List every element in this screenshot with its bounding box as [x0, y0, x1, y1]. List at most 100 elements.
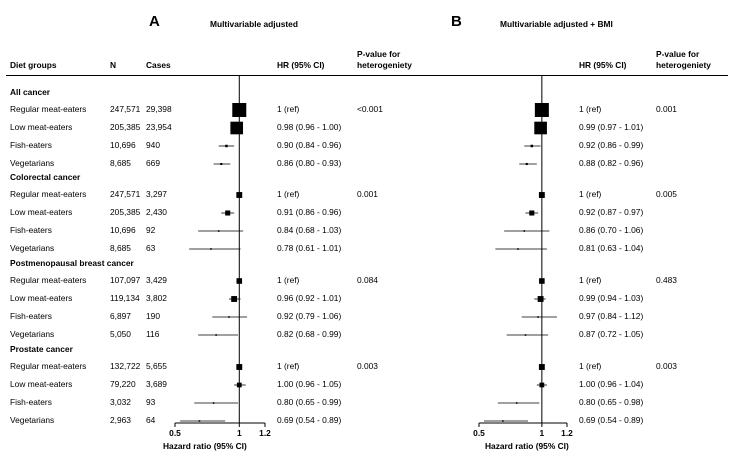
cases-value: 64	[146, 415, 156, 425]
hr-marker	[198, 420, 201, 422]
n-value: 5,050	[110, 329, 131, 339]
header-n: N	[110, 60, 117, 70]
n-value: 247,571	[110, 104, 141, 114]
hr-marker	[502, 420, 504, 422]
hr-marker	[523, 230, 526, 232]
hr-ci-text: 0.82 (0.68 - 0.99)	[277, 329, 342, 339]
x-tick-label: 0.5	[473, 428, 485, 438]
group-heading: Prostate cancer	[10, 344, 73, 354]
axis-label-a: Hazard ratio (95% CI)	[163, 441, 247, 451]
header-hr-b: HR (95% CI)	[579, 60, 627, 70]
n-value: 2,963	[110, 415, 131, 425]
hr-ci-text: 1.00 (0.96 - 1.04)	[579, 379, 644, 389]
hr-ci-text: 1 (ref)	[579, 361, 602, 371]
header-hr-a: HR (95% CI)	[277, 60, 325, 70]
p-value: 0.001	[357, 189, 378, 199]
header-p-a-line2: heterogeniety	[357, 60, 412, 70]
hr-ci-text: 0.98 (0.96 - 1.00)	[277, 122, 342, 132]
cases-value: 29,398	[146, 104, 172, 114]
hr-ci-text: 0.91 (0.86 - 0.96)	[277, 207, 342, 217]
n-value: 8,685	[110, 158, 131, 168]
cases-value: 5,655	[146, 361, 167, 371]
hr-marker	[231, 296, 238, 302]
hr-marker	[225, 210, 231, 216]
cases-value: 92	[146, 225, 156, 235]
diet-label: Regular meat-eaters	[10, 361, 87, 371]
hr-marker	[534, 103, 549, 117]
hr-marker	[534, 121, 547, 135]
hr-ci-text: 0.99 (0.94 - 1.03)	[579, 293, 644, 303]
cases-value: 3,429	[146, 275, 167, 285]
n-value: 205,385	[110, 122, 141, 132]
hr-ci-text: 1.00 (0.96 - 1.05)	[277, 379, 342, 389]
hr-ci-text: 1 (ref)	[277, 104, 300, 114]
hr-ci-text: 0.80 (0.65 - 0.98)	[579, 397, 644, 407]
p-value: <0.001	[357, 104, 383, 114]
hr-ci-text: 0.86 (0.80 - 0.93)	[277, 158, 342, 168]
hr-marker	[220, 162, 223, 166]
n-value: 6,897	[110, 311, 131, 321]
diet-label: Regular meat-eaters	[10, 104, 87, 114]
cases-value: 93	[146, 397, 156, 407]
hr-ci-text: 0.92 (0.87 - 0.97)	[579, 207, 644, 217]
panel-b-letter: B	[451, 13, 462, 30]
diet-label: Low meat-eaters	[10, 379, 73, 389]
hr-marker	[212, 402, 215, 404]
diet-label: Vegetarians	[10, 329, 55, 339]
group-heading: Colorectal cancer	[10, 172, 81, 182]
hr-ci-text: 1 (ref)	[579, 275, 602, 285]
p-value: 0.483	[656, 275, 677, 285]
hr-marker	[232, 103, 247, 117]
hr-marker	[524, 334, 527, 336]
cases-value: 23,954	[146, 122, 172, 132]
hr-marker	[517, 248, 519, 250]
cases-value: 940	[146, 140, 160, 150]
hr-marker	[538, 192, 545, 198]
cases-value: 669	[146, 158, 160, 168]
hr-ci-text: 0.92 (0.79 - 1.06)	[277, 311, 342, 321]
hr-marker	[529, 210, 535, 216]
diet-label: Vegetarians	[10, 415, 55, 425]
hr-marker	[236, 364, 243, 370]
hr-marker	[530, 144, 534, 148]
diet-label: Fish-eaters	[10, 397, 52, 407]
hr-ci-text: 0.86 (0.70 - 1.06)	[579, 225, 644, 235]
hr-ci-text: 0.96 (0.92 - 1.01)	[277, 293, 342, 303]
hr-ci-text: 0.90 (0.84 - 0.96)	[277, 140, 342, 150]
hr-marker	[539, 382, 545, 388]
panel-b-title: Multivariable adjusted + BMI	[500, 19, 613, 29]
hr-ci-text: 0.69 (0.54 - 0.89)	[277, 415, 342, 425]
n-value: 8,685	[110, 243, 131, 253]
cases-value: 3,297	[146, 189, 167, 199]
diet-label: Low meat-eaters	[10, 207, 73, 217]
x-tick-label: 1	[540, 428, 545, 438]
n-value: 79,220	[110, 379, 136, 389]
panel-a-title: Multivariable adjusted	[210, 19, 298, 29]
diet-label: Low meat-eaters	[10, 122, 73, 132]
cases-value: 190	[146, 311, 160, 321]
header-p-b-line1: P-value for	[656, 49, 700, 59]
hr-marker	[210, 248, 212, 250]
cases-value: 3,689	[146, 379, 167, 389]
hr-marker	[236, 192, 243, 198]
hr-ci-text: 0.78 (0.61 - 1.01)	[277, 243, 342, 253]
hr-ci-text: 0.99 (0.97 - 1.01)	[579, 122, 644, 132]
diet-label: Fish-eaters	[10, 140, 52, 150]
hr-ci-text: 1 (ref)	[277, 361, 300, 371]
x-tick-label: 1.2	[259, 428, 271, 438]
x-tick-label: 1.2	[561, 428, 573, 438]
axis-label-b: Hazard ratio (95% CI)	[485, 441, 569, 451]
p-value: 0.003	[656, 361, 677, 371]
diet-label: Fish-eaters	[10, 225, 52, 235]
n-value: 119,134	[110, 293, 140, 303]
cases-value: 116	[146, 329, 160, 339]
hr-marker	[236, 382, 242, 388]
hr-marker	[539, 278, 545, 284]
hr-marker	[217, 230, 220, 232]
group-heading: Postmenopausal breast cancer	[10, 258, 134, 268]
hr-marker	[228, 316, 230, 318]
hr-ci-text: 1 (ref)	[579, 189, 602, 199]
hr-marker	[537, 296, 544, 302]
hr-ci-text: 0.81 (0.63 - 1.04)	[579, 243, 644, 253]
diet-label: Fish-eaters	[10, 311, 52, 321]
